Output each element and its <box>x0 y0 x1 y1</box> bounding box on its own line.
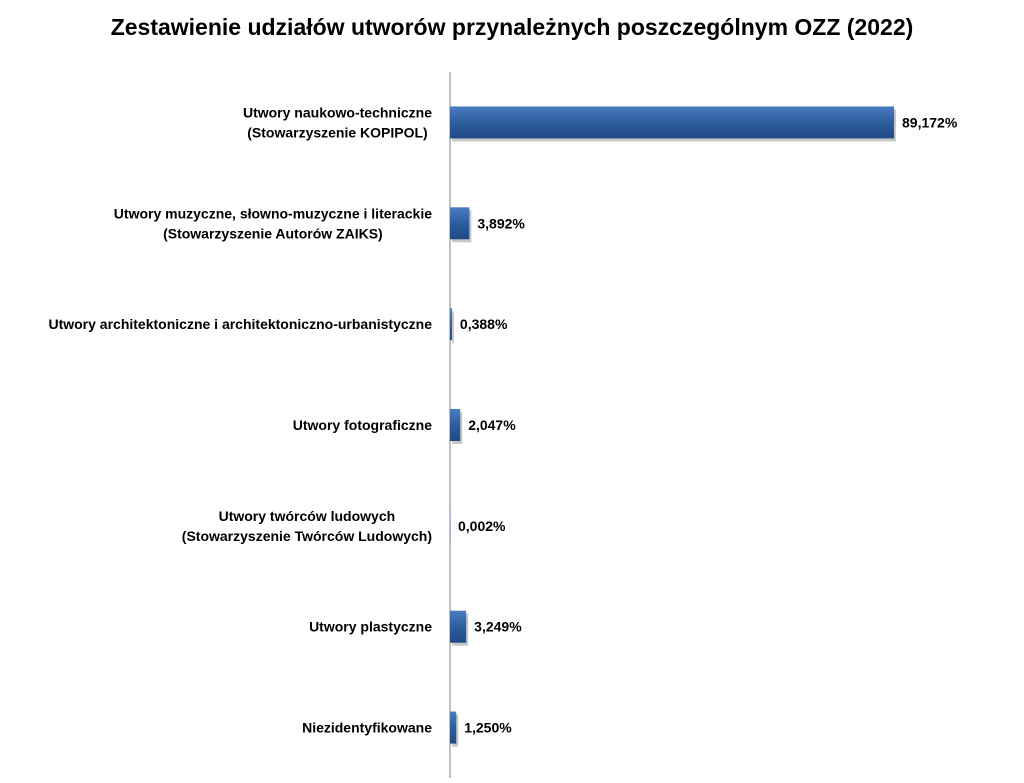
category-label: Utwory twórców ludowych <box>219 508 396 524</box>
value-label: 1,250% <box>464 720 512 736</box>
category-label: (Stowarzyszenie Twórców Ludowych) <box>182 528 432 544</box>
bar <box>450 409 461 441</box>
value-label: 3,249% <box>474 619 522 635</box>
value-label: 0,002% <box>458 518 506 534</box>
value-label: 2,047% <box>468 417 516 433</box>
bar <box>450 207 470 240</box>
bar <box>450 610 467 643</box>
bar <box>450 711 457 744</box>
bar <box>450 106 894 139</box>
chart-title: Zestawienie udziałów utworów przynależny… <box>110 14 914 40</box>
bar-shadow <box>452 311 454 344</box>
category-label: Utwory muzyczne, słowno-muzyczne i liter… <box>114 205 432 221</box>
category-label: Utwory architektoniczne i architektonicz… <box>48 316 432 332</box>
category-label: (Stowarzyszenie Autorów ZAIKS) <box>163 225 383 241</box>
category-label: Utwory naukowo-techniczne <box>243 104 432 120</box>
value-label: 89,172% <box>902 114 958 130</box>
category-label: Utwory fotograficzne <box>293 417 432 433</box>
value-label: 0,388% <box>460 316 508 332</box>
category-label: Utwory plastyczne <box>309 619 432 635</box>
value-label: 3,892% <box>477 215 525 231</box>
category-label: (Stowarzyszenie KOPIPOL) <box>247 124 427 140</box>
bar <box>450 308 452 341</box>
category-label: Niezidentyfikowane <box>302 720 432 736</box>
